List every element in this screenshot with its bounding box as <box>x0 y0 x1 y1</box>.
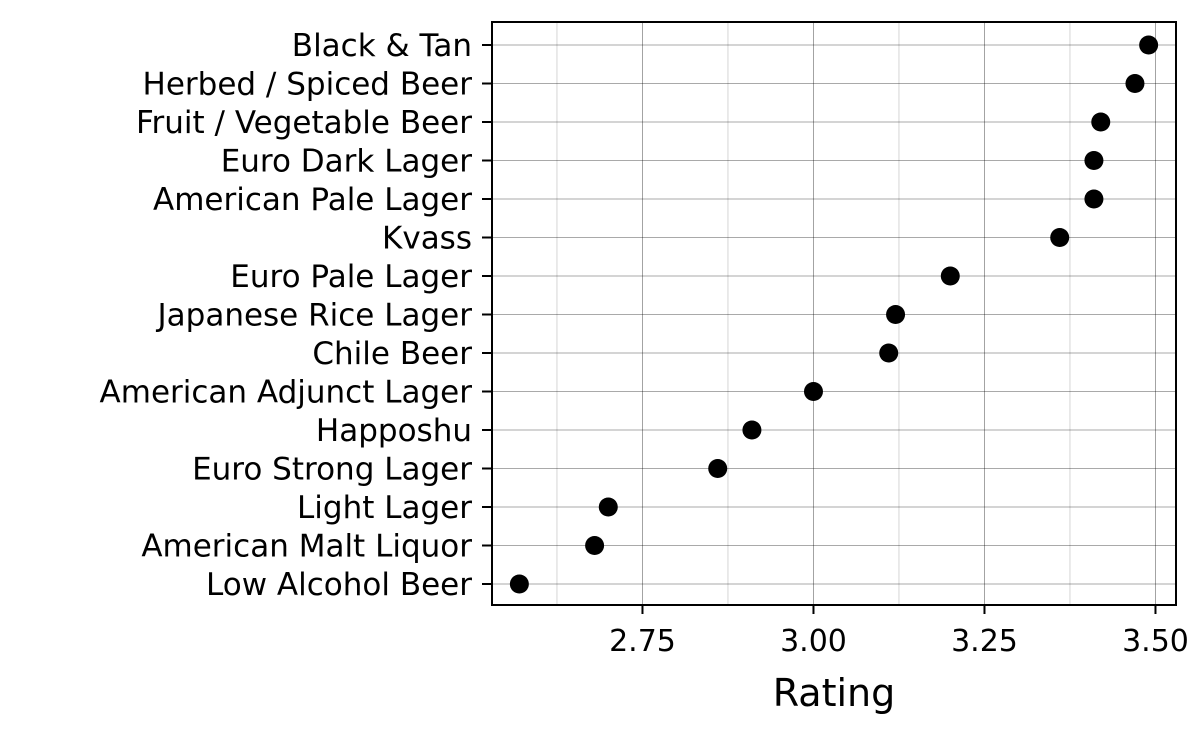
category-label: Fruit / Vegetable Beer <box>136 105 472 141</box>
category-label: Euro Dark Lager <box>221 144 473 180</box>
x-tick-label: 3.00 <box>780 624 847 659</box>
data-point <box>1139 35 1159 55</box>
data-point <box>509 574 529 594</box>
x-axis-title: Rating <box>773 671 896 715</box>
category-label: Japanese Rice Lager <box>156 298 473 334</box>
x-tick-label: 2.75 <box>609 624 676 659</box>
category-label: Euro Pale Lager <box>230 259 472 295</box>
plot-panel-border <box>491 21 1177 606</box>
category-label: American Malt Liquor <box>141 529 472 565</box>
data-point <box>742 420 762 440</box>
category-label: Kvass <box>382 221 472 257</box>
data-point <box>1084 151 1104 170</box>
data-point <box>803 382 823 401</box>
x-tick-label: 3.50 <box>1122 624 1189 659</box>
x-tick-label: 3.25 <box>951 624 1018 659</box>
category-label: Herbed / Spiced Beer <box>143 67 473 103</box>
plot-background <box>492 22 1176 605</box>
data-point <box>708 459 728 478</box>
data-point <box>1084 189 1104 209</box>
data-point <box>1050 228 1070 247</box>
category-label: American Pale Lager <box>153 182 472 218</box>
data-point <box>940 266 960 286</box>
category-label: Black & Tan <box>292 28 472 64</box>
x-axis-ticks: 2.75 3.00 3.25 3.50 <box>609 605 1189 659</box>
category-label: Happoshu <box>316 413 472 449</box>
data-points <box>509 35 1159 594</box>
category-label: Euro Strong Lager <box>192 452 472 488</box>
data-point <box>598 497 618 517</box>
data-point <box>1091 112 1111 132</box>
category-label: Low Alcohol Beer <box>206 567 472 603</box>
category-label: Light Lager <box>297 490 472 526</box>
data-point <box>879 343 899 363</box>
category-label: Chile Beer <box>312 336 472 372</box>
category-label: American Adjunct Lager <box>100 375 473 411</box>
data-point <box>886 305 906 324</box>
data-point <box>585 536 605 555</box>
data-point <box>1125 74 1145 93</box>
